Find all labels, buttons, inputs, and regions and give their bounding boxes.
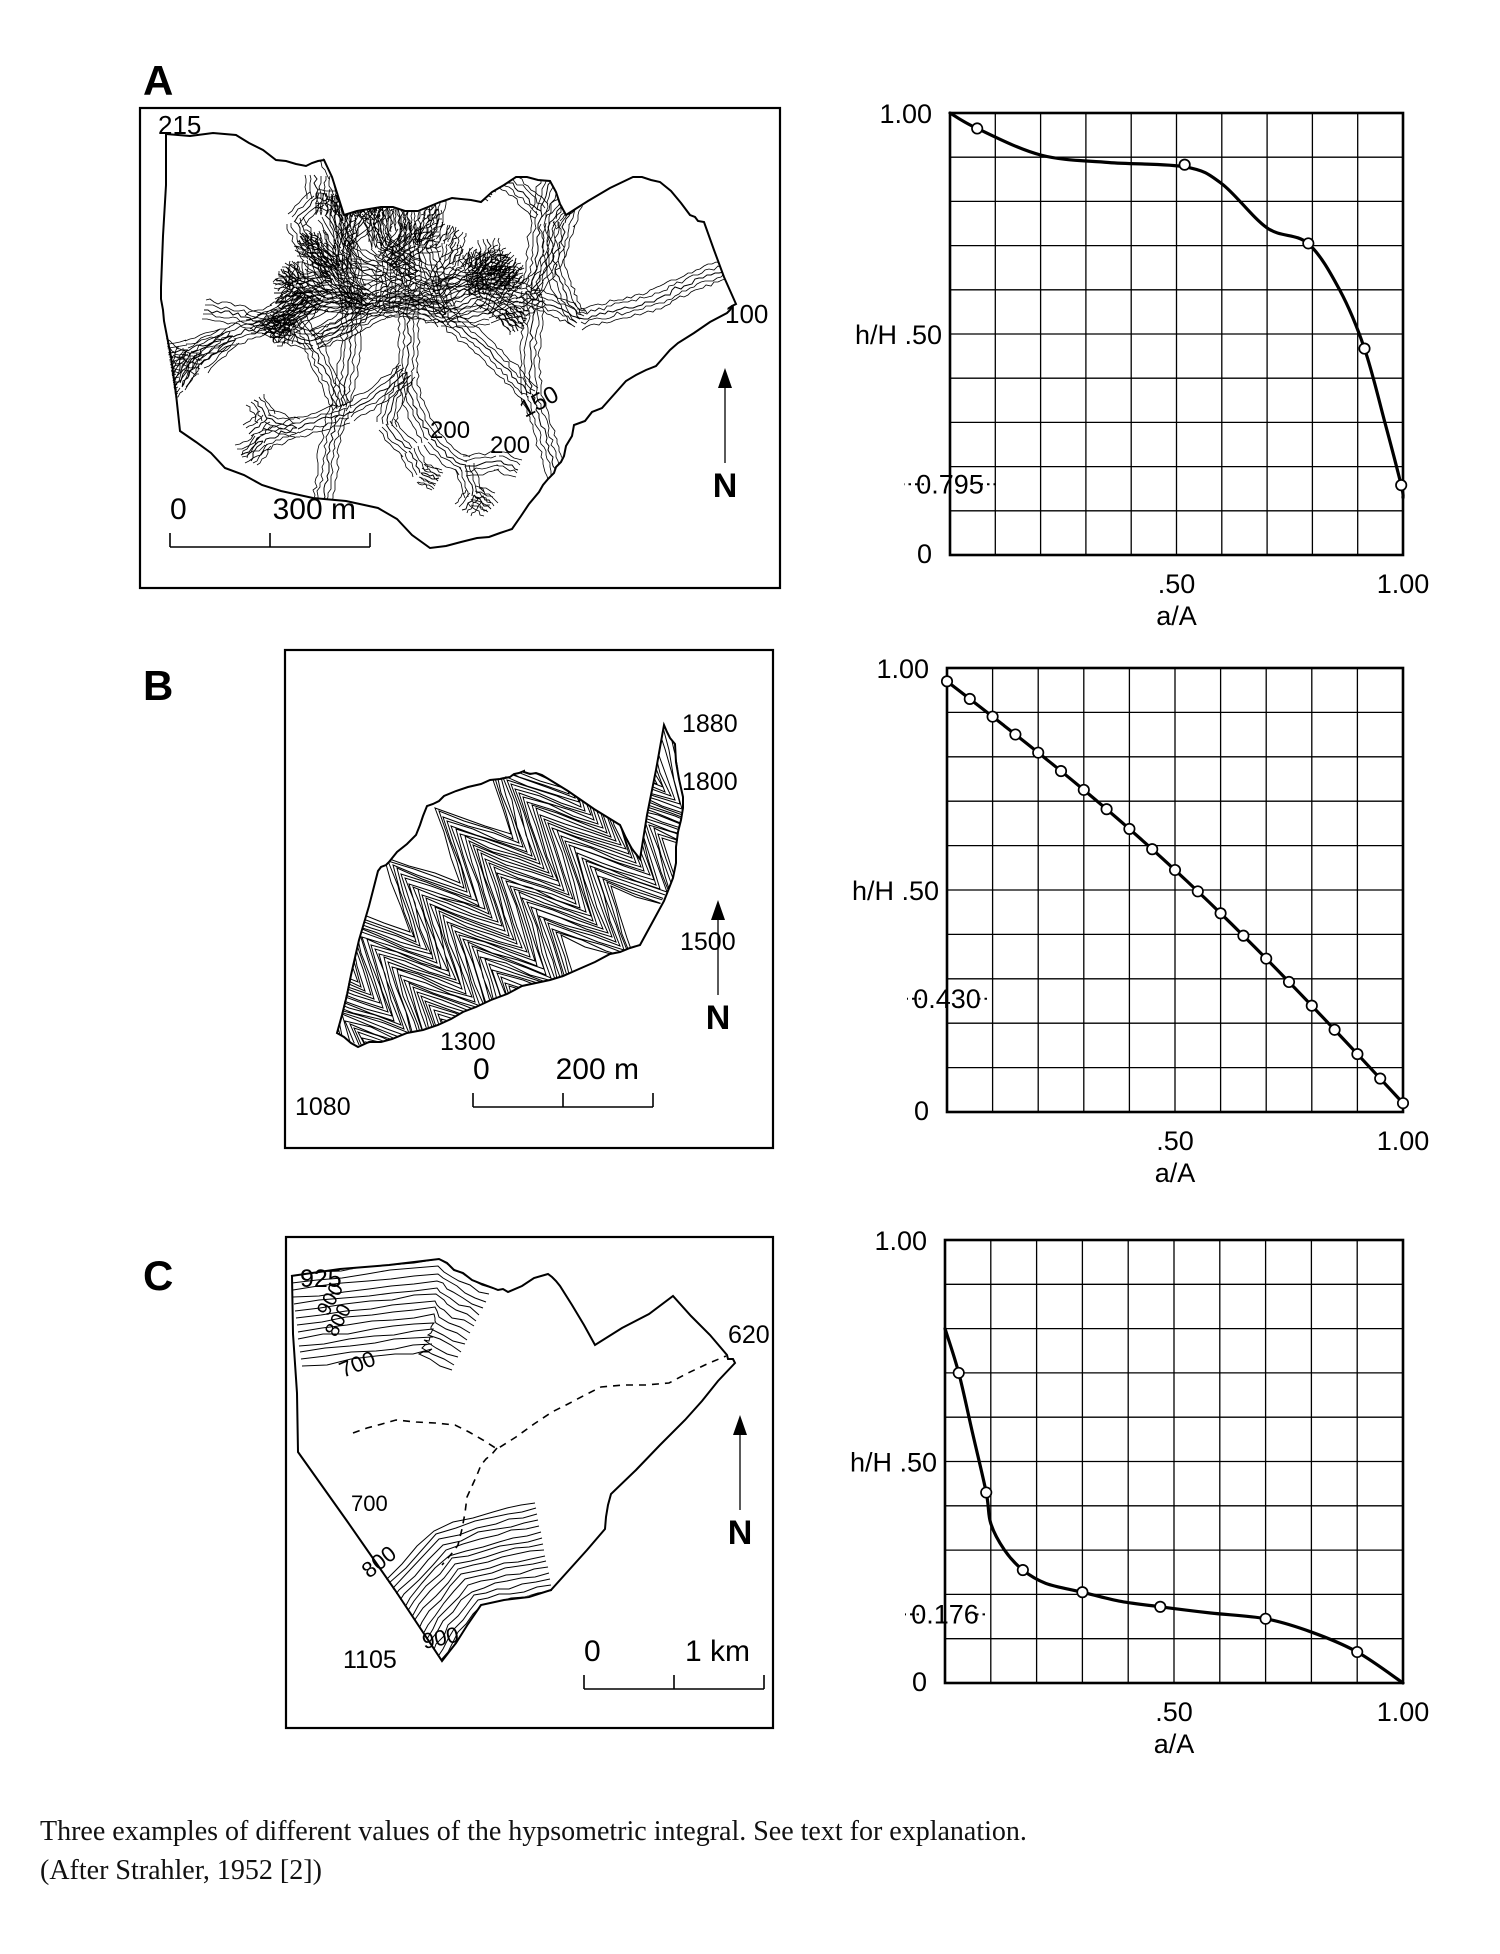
svg-text:1 km: 1 km bbox=[685, 1635, 750, 1668]
svg-text:1880: 1880 bbox=[682, 710, 738, 738]
svg-text:200: 200 bbox=[430, 417, 470, 444]
svg-text:C: C bbox=[143, 1252, 173, 1299]
svg-text:1300: 1300 bbox=[440, 1028, 496, 1056]
svg-text:a/A: a/A bbox=[1154, 1729, 1195, 1759]
svg-text:1.00: 1.00 bbox=[1377, 569, 1430, 599]
svg-text:215: 215 bbox=[158, 110, 201, 140]
svg-text:0: 0 bbox=[584, 1635, 601, 1668]
svg-text:100: 100 bbox=[725, 299, 768, 329]
svg-text:200: 200 bbox=[490, 432, 530, 459]
svg-text:1.00: 1.00 bbox=[1377, 1126, 1430, 1156]
svg-text:.50: .50 bbox=[1156, 1126, 1194, 1156]
svg-text:h/H .50: h/H .50 bbox=[850, 1448, 937, 1478]
svg-text:1.00: 1.00 bbox=[874, 1226, 927, 1256]
svg-text:a/A: a/A bbox=[1155, 1158, 1196, 1188]
svg-text:1.00: 1.00 bbox=[1377, 1697, 1430, 1727]
svg-text:1105: 1105 bbox=[343, 1646, 397, 1674]
svg-text:0.795: 0.795 bbox=[916, 469, 984, 499]
svg-text:0: 0 bbox=[914, 1096, 929, 1126]
svg-text:0.176: 0.176 bbox=[911, 1599, 979, 1629]
svg-text:200 m: 200 m bbox=[556, 1053, 639, 1086]
svg-text:1.00: 1.00 bbox=[876, 654, 929, 684]
svg-text:N: N bbox=[706, 999, 731, 1037]
svg-text:h/H .50: h/H .50 bbox=[855, 320, 942, 350]
svg-text:0: 0 bbox=[912, 1667, 927, 1697]
svg-text:.50: .50 bbox=[1158, 569, 1196, 599]
svg-text:1080: 1080 bbox=[295, 1093, 351, 1121]
svg-text:B: B bbox=[143, 662, 173, 709]
svg-text:a/A: a/A bbox=[1156, 601, 1197, 631]
svg-text:1500: 1500 bbox=[680, 928, 736, 956]
svg-text:N: N bbox=[713, 467, 738, 505]
svg-text:0: 0 bbox=[170, 493, 187, 526]
svg-text:150: 150 bbox=[515, 381, 563, 424]
svg-text:N: N bbox=[728, 1514, 753, 1552]
svg-text:900: 900 bbox=[420, 1622, 461, 1654]
svg-text:0: 0 bbox=[917, 539, 932, 569]
svg-text:h/H .50: h/H .50 bbox=[852, 876, 939, 906]
svg-text:0: 0 bbox=[473, 1053, 490, 1086]
svg-text:700: 700 bbox=[351, 1491, 388, 1516]
svg-text:1800: 1800 bbox=[682, 768, 738, 796]
svg-text:0.430: 0.430 bbox=[913, 984, 981, 1014]
svg-text:800: 800 bbox=[357, 1541, 401, 1583]
svg-text:300 m: 300 m bbox=[273, 493, 356, 526]
svg-text:A: A bbox=[143, 57, 173, 104]
svg-text:1.00: 1.00 bbox=[879, 99, 932, 129]
svg-text:.50: .50 bbox=[1155, 1697, 1193, 1727]
svg-text:620: 620 bbox=[728, 1321, 770, 1349]
